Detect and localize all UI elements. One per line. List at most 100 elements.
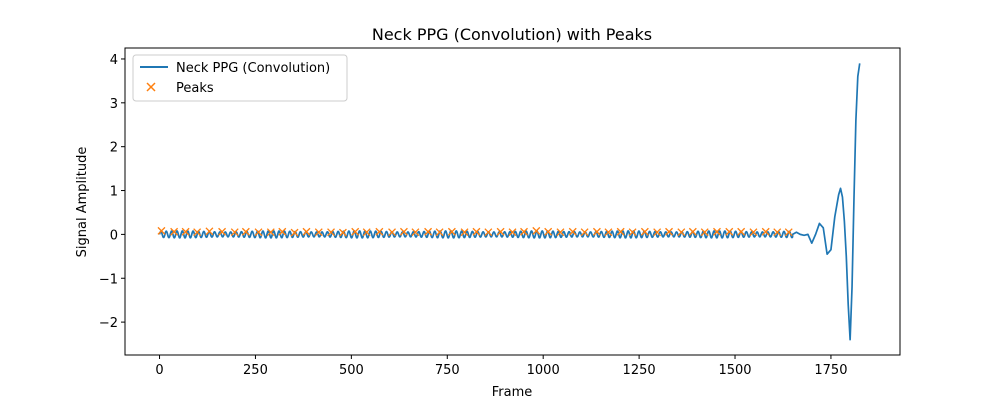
- peak-marker-stroke: [327, 228, 335, 237]
- peak-marker: [170, 227, 179, 236]
- peak-marker-stroke: [556, 228, 565, 237]
- chart-title: Neck PPG (Convolution) with Peaks: [372, 25, 652, 44]
- peak-marker: [761, 227, 770, 236]
- peak-marker: [737, 227, 746, 236]
- peak-marker: [362, 228, 371, 237]
- peak-marker-stroke: [592, 227, 601, 236]
- x-tick-label: 0: [155, 363, 163, 378]
- x-axis-label: Frame: [492, 385, 533, 400]
- peak-marker: [665, 227, 673, 236]
- y-axis-ticks: −2 −1 0 1 2 3 4: [99, 53, 125, 331]
- peak-marker-stroke: [290, 228, 299, 237]
- peak-marker-stroke: [761, 227, 770, 236]
- series-lines: [158, 63, 861, 341]
- peak-marker: [241, 227, 250, 236]
- peak-marker-stroke: [677, 228, 686, 237]
- peak-marker-stroke: [338, 228, 347, 237]
- peak-marker: [399, 227, 408, 236]
- y-axis-label: Signal Amplitude: [75, 147, 90, 258]
- peak-marker-stroke: [568, 227, 577, 236]
- y-tick-label: 1: [110, 185, 118, 200]
- peak-marker-stroke: [362, 228, 371, 237]
- peak-marker-stroke: [157, 226, 166, 235]
- peak-marker-stroke: [447, 227, 456, 236]
- peak-marker: [784, 228, 793, 237]
- peak-marker-stroke: [181, 227, 190, 236]
- peak-marker-stroke: [375, 227, 384, 236]
- x-tick-label: 1500: [718, 363, 751, 378]
- peak-marker: [520, 227, 528, 236]
- y-tick-label: 0: [110, 228, 118, 243]
- peak-marker-stroke: [532, 226, 541, 235]
- peak-marker: [556, 228, 565, 237]
- peak-marker-stroke: [628, 228, 637, 237]
- peak-marker-stroke: [266, 228, 275, 237]
- peak-marker-stroke: [640, 227, 649, 236]
- peak-marker: [193, 228, 202, 237]
- peak-marker: [205, 227, 214, 236]
- peak-marker: [447, 227, 456, 236]
- peak-marker: [713, 227, 721, 236]
- peak-marker: [508, 228, 517, 237]
- peak-marker: [218, 227, 227, 236]
- peak-marker: [532, 226, 541, 235]
- peak-marker-stroke: [616, 227, 625, 236]
- peak-marker: [592, 227, 601, 236]
- peak-marker-stroke: [424, 227, 433, 236]
- legend-label-line: Neck PPG (Convolution): [176, 61, 330, 76]
- peak-marker: [472, 227, 481, 236]
- y-tick-label: 4: [110, 53, 118, 68]
- peak-marker: [568, 227, 577, 236]
- peak-markers: [157, 226, 793, 237]
- peak-marker-stroke: [351, 227, 360, 236]
- peak-marker-stroke: [435, 228, 444, 237]
- peak-marker: [700, 228, 709, 237]
- peak-marker-stroke: [193, 228, 202, 237]
- peak-marker-stroke: [254, 228, 263, 237]
- peak-marker-stroke: [725, 227, 734, 236]
- peak-marker-stroke: [713, 227, 721, 236]
- peak-marker: [773, 228, 782, 237]
- peak-marker-stroke: [496, 227, 505, 236]
- x-axis-ticks: 0 250 500 750 1000 1250 1500 1750: [155, 355, 847, 378]
- peak-marker: [351, 227, 360, 236]
- peak-marker: [653, 228, 662, 237]
- peak-marker: [290, 228, 299, 237]
- peak-marker: [616, 227, 625, 236]
- legend-box: [132, 54, 348, 102]
- peak-marker: [411, 228, 420, 237]
- x-tick-label: 500: [339, 363, 364, 378]
- peak-marker-stroke: [653, 228, 662, 237]
- peak-marker-stroke: [170, 227, 179, 236]
- x-tick-label: 1250: [623, 363, 656, 378]
- peak-marker-stroke: [472, 227, 481, 236]
- peak-marker: [278, 227, 287, 236]
- peak-marker-stroke: [665, 227, 673, 236]
- peak-marker-stroke: [773, 228, 782, 237]
- peak-marker: [725, 227, 734, 236]
- peak-marker-stroke: [388, 228, 396, 237]
- peak-marker: [435, 228, 444, 237]
- peak-marker: [544, 227, 553, 236]
- plot-area-frame: [124, 47, 901, 356]
- peak-marker: [314, 228, 323, 237]
- peak-marker: [302, 227, 311, 236]
- peak-marker: [640, 227, 649, 236]
- peak-marker: [157, 226, 166, 235]
- x-tick-label: 1750: [814, 363, 847, 378]
- peak-marker-stroke: [700, 228, 709, 237]
- peak-marker-stroke: [230, 228, 239, 237]
- peak-marker-stroke: [314, 228, 323, 237]
- x-tick-label: 250: [243, 363, 268, 378]
- peak-marker: [424, 227, 433, 236]
- series-line-neck-ppg: [158, 63, 861, 341]
- peak-marker-stroke: [737, 227, 746, 236]
- legend-marker-swatch: [146, 82, 156, 92]
- peak-marker-stroke: [399, 227, 408, 236]
- peak-marker-stroke: [520, 227, 528, 236]
- peak-marker-stroke: [544, 227, 553, 236]
- peak-marker: [254, 228, 263, 237]
- peak-marker: [677, 228, 686, 237]
- peak-marker-stroke: [604, 228, 613, 237]
